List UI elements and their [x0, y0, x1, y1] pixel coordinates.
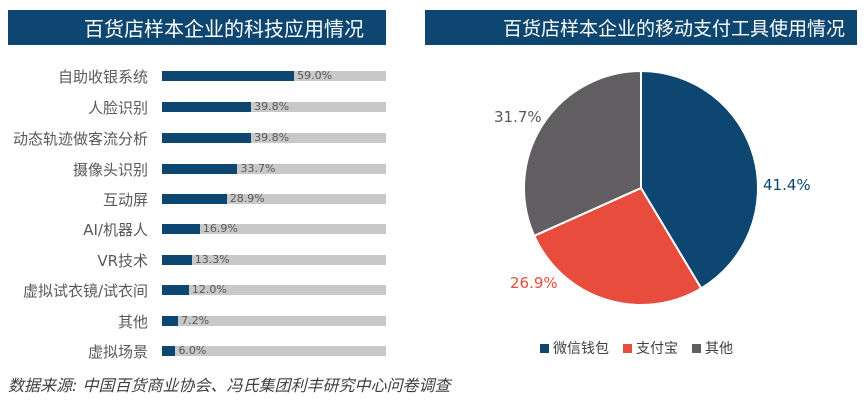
- bar-row: 虚拟场景 6.0%: [0, 341, 400, 361]
- bar-track: 33.7%: [162, 162, 386, 175]
- bar-value-label: 39.8%: [254, 131, 290, 144]
- pie-slice: [640, 69, 759, 290]
- bar-row: 动态轨迹做客流分析 39.8%: [0, 128, 400, 148]
- legend-label: 微信钱包: [553, 341, 609, 357]
- bar: [162, 102, 252, 112]
- pie-chart-title: 百货店样本企业的移动支付工具使用情况: [425, 10, 857, 45]
- bar-category-label: 自助收银系统: [57, 68, 148, 86]
- bar: [162, 164, 238, 174]
- bar-category-label: 人脸识别: [87, 99, 148, 117]
- bar-row: 互动屏 28.9%: [0, 189, 400, 209]
- bar: [162, 255, 192, 265]
- bar-value-label: 16.9%: [202, 222, 238, 235]
- bar: [162, 71, 295, 81]
- bar-track: 39.8%: [162, 100, 386, 113]
- bar-value-label: 13.3%: [194, 253, 230, 266]
- bar-category-label: VR技术: [97, 252, 148, 270]
- bar: [162, 133, 252, 143]
- bar-category-label: 虚拟试衣镜/试衣间: [22, 282, 148, 300]
- bar-track: 7.2%: [162, 314, 386, 327]
- bar: [162, 224, 200, 234]
- bar-row: 自助收银系统 59.0%: [0, 66, 400, 86]
- pie-legend: 微信钱包 支付宝 其他: [540, 338, 733, 358]
- bar-category-label: 互动屏: [102, 191, 148, 209]
- bar-track: 39.8%: [162, 131, 386, 144]
- bar: [162, 346, 176, 356]
- bar-track: 13.3%: [162, 253, 386, 266]
- legend-item: 微信钱包: [540, 338, 609, 358]
- pie-value-label: 41.4%: [763, 176, 811, 194]
- bar-row: 摄像头识别 33.7%: [0, 159, 400, 179]
- bar-row: AI/机器人 16.9%: [0, 219, 400, 239]
- bar-value-label: 39.8%: [254, 100, 290, 113]
- bar-track: 28.9%: [162, 192, 386, 205]
- legend-item: 支付宝: [623, 338, 678, 358]
- bar-value-label: 7.2%: [181, 314, 210, 327]
- bar-value-label: 33.7%: [240, 162, 276, 175]
- bar: [162, 285, 189, 295]
- bar-track: 6.0%: [162, 344, 386, 357]
- pie-value-label: 26.9%: [510, 274, 558, 292]
- bar-row: 虚拟试衣镜/试衣间 12.0%: [0, 280, 400, 300]
- bar-track: 59.0%: [162, 69, 386, 82]
- bar: [162, 194, 227, 204]
- bar-value-label: 28.9%: [229, 192, 265, 205]
- legend-swatch: [623, 344, 632, 353]
- legend-item: 其他: [692, 338, 733, 358]
- bar: [162, 316, 179, 326]
- bar-category-label: 摄像头识别: [72, 161, 148, 179]
- legend-swatch: [540, 344, 549, 353]
- bar-track: 12.0%: [162, 283, 386, 296]
- bar-row: 人脸识别 39.8%: [0, 97, 400, 117]
- legend-label: 其他: [705, 341, 733, 357]
- bar-category-label: 动态轨迹做客流分析: [12, 130, 148, 148]
- bar-chart-title: 百货店样本企业的科技应用情况: [8, 10, 386, 45]
- bar-category-label: 虚拟场景: [87, 343, 148, 361]
- bar-category-label: AI/机器人: [83, 221, 148, 239]
- source-note: 数据来源: 中国百货商业协会、冯氏集团利丰研究中心问卷调查: [8, 376, 451, 395]
- legend-label: 支付宝: [636, 341, 678, 357]
- pie-value-label: 31.7%: [494, 108, 542, 126]
- bar-track: 16.9%: [162, 222, 386, 235]
- legend-swatch: [692, 344, 701, 353]
- bar-row: 其他 7.2%: [0, 311, 400, 331]
- bar-value-label: 12.0%: [191, 283, 227, 296]
- bar-category-label: 其他: [117, 313, 148, 331]
- bar-row: VR技术 13.3%: [0, 250, 400, 270]
- pie-slice: [523, 69, 642, 238]
- bar-value-label: 6.0%: [178, 344, 207, 357]
- bar-value-label: 59.0%: [297, 69, 333, 82]
